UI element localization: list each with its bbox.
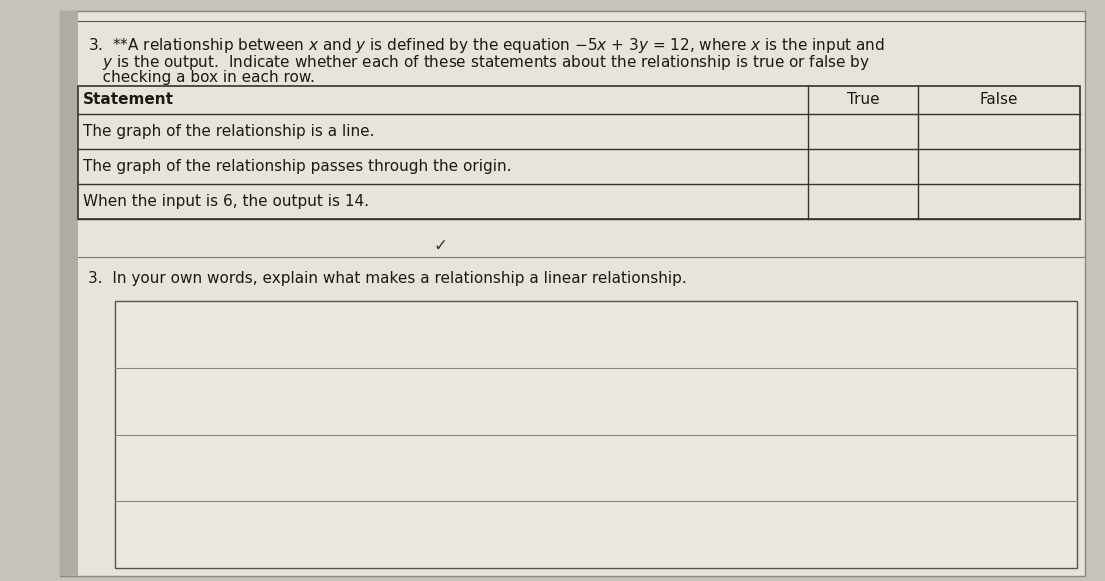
Bar — [60, 11, 78, 576]
Text: 3.  In your own words, explain what makes a relationship a linear relationship.: 3. In your own words, explain what makes… — [88, 271, 686, 286]
Text: The graph of the relationship passes through the origin.: The graph of the relationship passes thr… — [83, 159, 512, 174]
Bar — [78, 86, 1080, 219]
Text: checking a box in each row.: checking a box in each row. — [88, 70, 315, 85]
Bar — [115, 301, 1077, 568]
Text: True: True — [846, 92, 880, 107]
Text: Statement: Statement — [83, 92, 173, 107]
Text: 3.  **A relationship between $x$ and $y$ is defined by the equation −5$x$ + 3$y$: 3. **A relationship between $x$ and $y$ … — [88, 36, 885, 55]
Text: False: False — [980, 92, 1018, 107]
Text: The graph of the relationship is a line.: The graph of the relationship is a line. — [83, 124, 375, 139]
Text: $y$ is the output.  Indicate whether each of these statements about the relation: $y$ is the output. Indicate whether each… — [88, 53, 870, 72]
Text: When the input is 6, the output is 14.: When the input is 6, the output is 14. — [83, 194, 369, 209]
Text: ✓: ✓ — [433, 237, 446, 255]
